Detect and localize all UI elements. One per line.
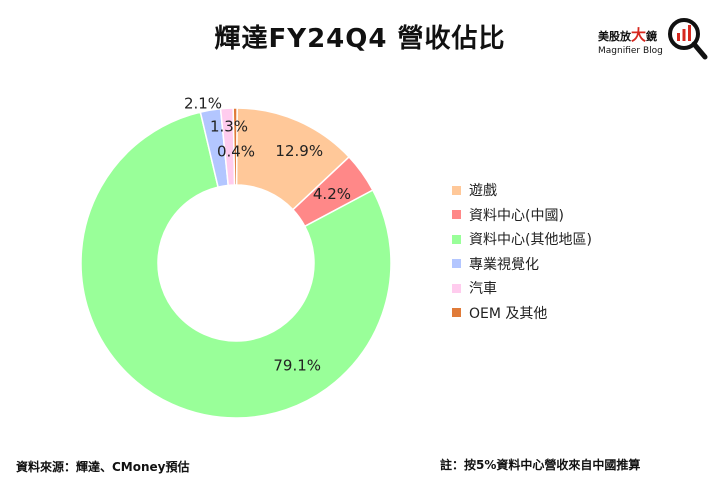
- chart-legend: 遊戲資料中心(中國) 資料中心(其他地區) 專業視覺化汽車 OEM 及其他: [452, 178, 592, 325]
- chart-title: 輝達FY24Q4 營收佔比: [214, 24, 506, 54]
- magnifier-chart-icon: [668, 18, 708, 60]
- logo-chinese-text: 美股放大鏡: [598, 24, 657, 45]
- legend-label: 汽車: [469, 281, 497, 298]
- logo-text-big: 大: [631, 26, 647, 44]
- source-note: 資料來源：輝達、CMoney預估: [16, 460, 190, 474]
- logo-text-part2: 鏡: [646, 30, 658, 43]
- legend-swatch: [452, 308, 461, 318]
- legend-item-automotive: 汽車: [452, 276, 592, 301]
- legend-item-datacenter-china: 資料中心(中國): [452, 203, 592, 228]
- legend-item-gaming: 遊戲: [452, 178, 592, 203]
- legend-swatch: [452, 234, 461, 244]
- legend-item-pro-visualization: 專業視覺化: [452, 252, 592, 277]
- data-label-automotive: 1.3%: [210, 118, 248, 136]
- data-label-datacenter-other: 79.1%: [273, 357, 321, 375]
- legend-label: OEM 及其他: [469, 305, 548, 322]
- legend-item-datacenter-other: 資料中心(其他地區): [452, 227, 592, 252]
- slice-oem-other: [232, 107, 238, 186]
- legend-label: 資料中心(其他地區): [469, 232, 592, 249]
- legend-swatch: [452, 185, 461, 195]
- logo-english-text: Magnifier Blog: [598, 46, 663, 56]
- data-label-oem-other: 0.4%: [217, 143, 255, 161]
- data-label-pro-visualization: 2.1%: [184, 95, 222, 113]
- data-label-datacenter-china: 4.2%: [313, 185, 351, 203]
- legend-swatch: [452, 259, 461, 269]
- legend-item-oem-other: OEM 及其他: [452, 301, 592, 326]
- legend-swatch: [452, 210, 461, 220]
- legend-swatch: [452, 283, 461, 293]
- data-label-gaming: 12.9%: [275, 142, 323, 160]
- legend-label: 遊戲: [469, 183, 497, 200]
- logo-text-part1: 美股放: [598, 30, 631, 43]
- footnote: 註：按5%資料中心營收來自中國推算: [440, 458, 641, 472]
- slice-datacenter-other: [80, 111, 392, 419]
- legend-label: 資料中心(中國): [469, 207, 564, 224]
- legend-label: 專業視覺化: [469, 256, 539, 273]
- magnifier-blog-logo: 美股放大鏡 Magnifier Blog: [590, 14, 710, 64]
